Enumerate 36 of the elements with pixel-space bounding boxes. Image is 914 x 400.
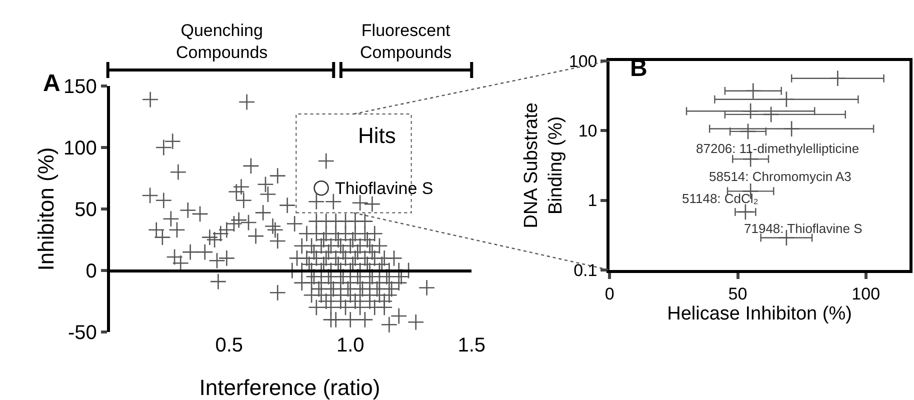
x-tick-label: 0.5: [215, 334, 244, 356]
x-tick-label: 50: [728, 284, 748, 304]
y-tick-label: 100: [568, 52, 598, 71]
y-tick-label: -50: [68, 322, 97, 344]
annotation: 87206: 11-dimethylellipticine: [696, 141, 860, 156]
y-tick-label: 150: [63, 76, 97, 98]
point: [762, 106, 780, 123]
point: [778, 91, 795, 108]
y-axis-title: DNA Substrate Binding (%): [521, 102, 567, 228]
y-axis-title: Inhibiton (%): [33, 147, 58, 271]
y-tick-label: 50: [74, 199, 97, 221]
y-tick-label: 10: [578, 121, 598, 140]
point: [829, 70, 846, 87]
point: [740, 123, 756, 140]
text: Quenching Compounds: [176, 21, 268, 62]
point: [737, 204, 754, 220]
text: Fluorescent Compounds: [360, 21, 452, 62]
y-tick-label: 1: [588, 191, 598, 210]
x-tick-label: 1.0: [336, 334, 364, 356]
x-axis-title: Helicase Inhibiton (%): [667, 303, 852, 324]
x-axis-title: Interference (ratio): [199, 375, 380, 400]
annotation: 58514: Chromomycin A3: [709, 169, 852, 184]
point: [744, 82, 762, 100]
annotation: Hits: [358, 123, 396, 148]
annotation: 71948: Thioflavine S: [744, 221, 863, 236]
x-tick-label: 0: [604, 284, 614, 304]
point: [742, 102, 759, 120]
annotation: 51148: CdCl₂: [682, 191, 758, 206]
x-tick-label: 100: [852, 284, 880, 304]
point: [783, 120, 800, 138]
y-tick-label: 0.1: [574, 260, 598, 280]
x-tick-label: 1.5: [458, 334, 486, 356]
y-tick-label: 100: [63, 138, 97, 160]
y-tick-label: 0: [86, 260, 97, 282]
text: A: [43, 70, 60, 97]
annotation: Thioflavine S: [335, 179, 434, 198]
